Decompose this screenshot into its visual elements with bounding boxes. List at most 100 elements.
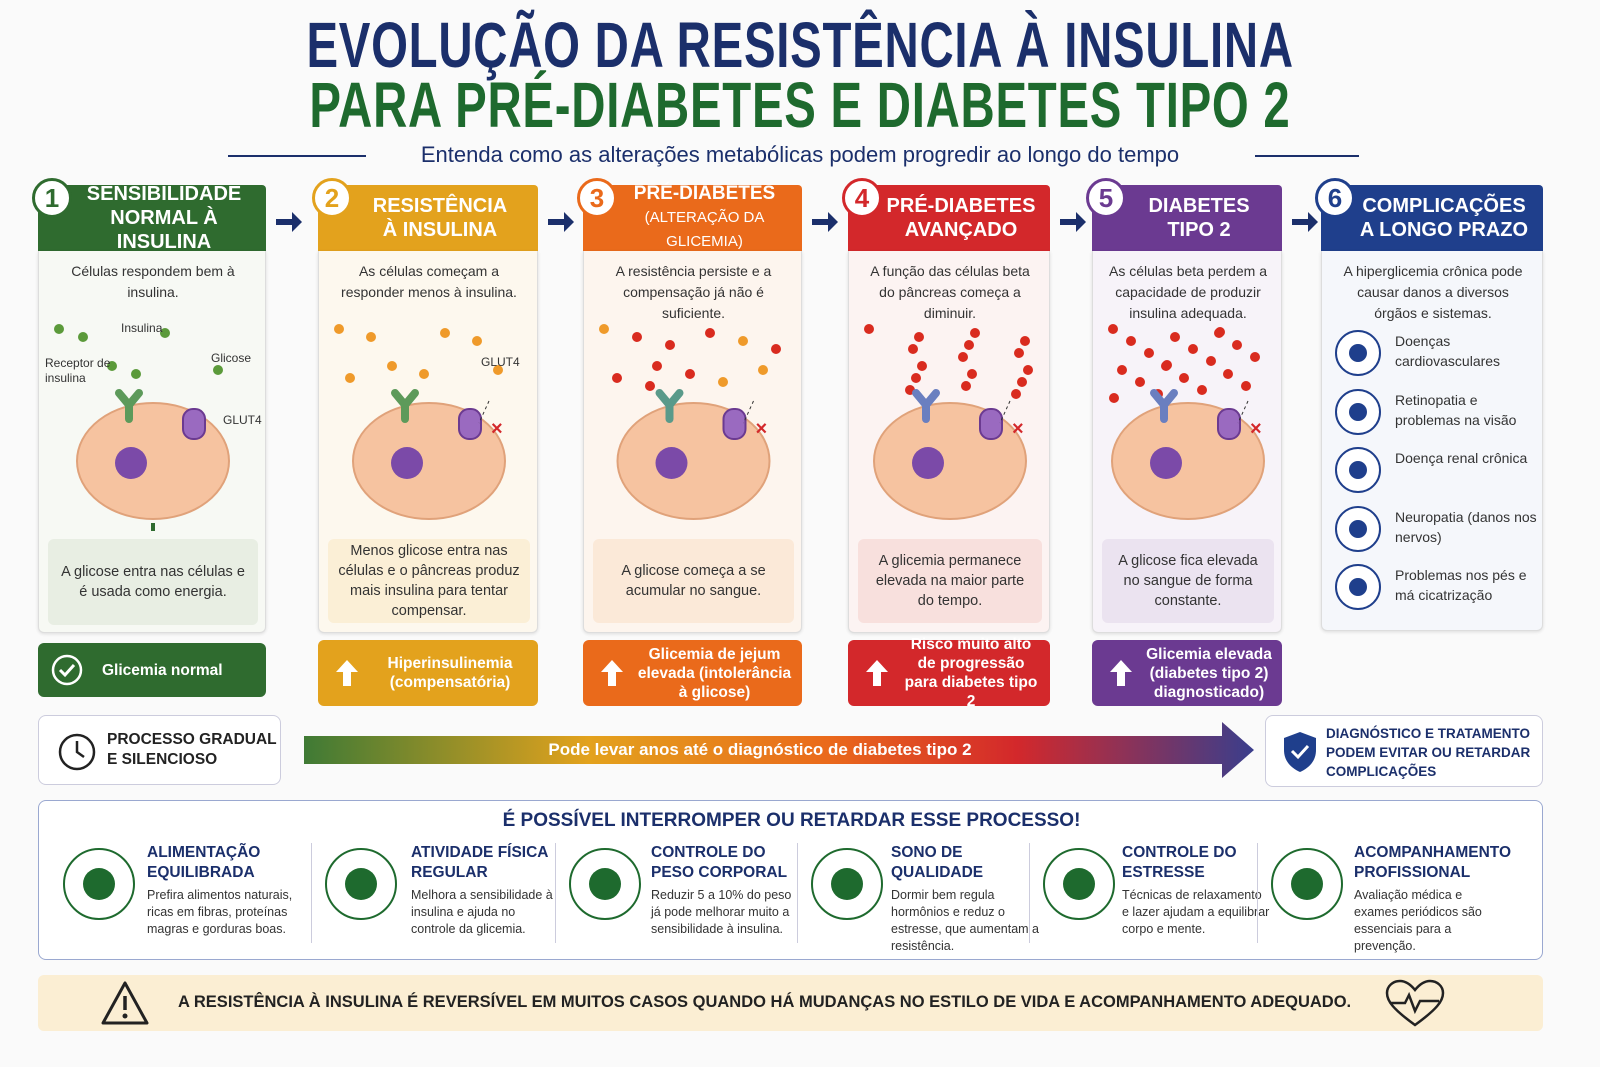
cell-label: Insulina (121, 321, 163, 335)
shield-icon (1284, 732, 1316, 772)
stage-title-line: PRÉ-DIABETES (633, 183, 776, 204)
subtitle: Entenda como as alterações metabólicas p… (420, 142, 1180, 167)
stage-title-line: COMPLICAÇÕES (1362, 195, 1526, 217)
badge-text: Glicemia normal (102, 661, 223, 679)
prevention-item-text: Dormir bem regula hormônios e reduz o es… (891, 888, 1039, 953)
divider (555, 843, 556, 943)
complication: Retinopatia e problemas na visão (1395, 391, 1517, 428)
stage-badge: Glicemia de jejum elevada (intolerância … (583, 640, 802, 706)
stage-title-line: TIPO 2 (1167, 219, 1231, 241)
stage-result: A glicose entra nas células e é usada co… (48, 539, 258, 625)
arrow (1060, 212, 1086, 232)
prevention-item-title: CONTROLE DO PESO CORPORAL (651, 844, 788, 881)
prevention-item-text: Reduzir 5 a 10% do peso já pode melhorar… (651, 888, 792, 936)
stage-result: A glicose fica elevada no sangue de form… (1102, 539, 1274, 623)
stage-description: A resistência persiste e a compensação j… (615, 263, 772, 321)
divider (1257, 843, 1258, 943)
prevention-item-title: SONO DE QUALIDADE (891, 844, 984, 881)
stage-number: 5 (1086, 178, 1126, 218)
stage-result: A glicemia permanece elevada na maior pa… (858, 539, 1042, 623)
footer-text: A RESISTÊNCIA À INSULINA É REVERSÍVEL EM… (178, 993, 1352, 1011)
arrow (1292, 212, 1318, 232)
complication: Problemas nos pés e má cicatrização (1395, 567, 1527, 603)
prevention-icon (1043, 848, 1115, 920)
title: EVOLUÇÃO DA RESISTÊNCIA À INSULINA (0, 8, 1600, 82)
prevention-item-title: CONTROLE DO ESTRESSE (1122, 844, 1237, 881)
up-arrow-icon (866, 660, 888, 686)
up-arrow-icon (336, 660, 358, 686)
svg-text:×: × (756, 418, 768, 440)
complication: Doença renal crônica (1395, 450, 1528, 466)
stage-badge: Hiperinsulinemia (compensatória) (318, 640, 538, 706)
timeline-right-text: DIAGNÓSTICO E TRATAMENTO PODEM EVITAR OU… (1326, 726, 1531, 779)
complication-icon (1335, 447, 1381, 493)
stage-result: Menos glicose entra nas células e o pânc… (328, 539, 530, 623)
complication: Doenças cardiovasculares (1395, 333, 1501, 369)
footer: A RESISTÊNCIA À INSULINA É REVERSÍVEL EM… (38, 975, 1543, 1031)
stage-description: As células começam a responder menos à i… (341, 263, 517, 300)
prevention-icon (325, 848, 397, 920)
stage-badge: Risco muito alto de progressão para diab… (848, 636, 1050, 710)
complication-icon (1335, 505, 1381, 552)
up-arrow-icon (601, 660, 623, 686)
prevention-icon (569, 848, 641, 920)
stage-title-line: DIABETES (1148, 195, 1250, 217)
prevention-icon (63, 848, 135, 920)
arrow (548, 212, 574, 232)
rule (1255, 155, 1359, 157)
stage-title-line: NORMAL À INSULINA (110, 207, 218, 253)
timeline-left: PROCESSO GRADUAL E SILENCIOSO (38, 715, 281, 785)
prevention-item-text: Avaliação médica e exames periódicos são… (1354, 888, 1482, 953)
stage-badge: Glicemia elevada (diabetes tipo 2) diagn… (1092, 640, 1282, 706)
cell-illustration (54, 324, 230, 531)
arrow (812, 212, 838, 232)
cell-label: Receptor de insulina (45, 356, 111, 385)
cell-label: GLUT4 (481, 355, 520, 369)
prevention-icon (1271, 848, 1343, 920)
clock-icon (58, 733, 96, 771)
divider (1029, 843, 1030, 943)
stage-title-line: AVANÇADO (904, 219, 1018, 241)
cell-illustration: × (334, 324, 506, 520)
stage-description: As células beta perdem a capacidade de p… (1109, 263, 1267, 321)
cell-illustration: × (1108, 324, 1265, 520)
timeline-right: DIAGNÓSTICO E TRATAMENTO PODEM EVITAR OU… (1265, 715, 1543, 787)
timeline-arrow-text: Pode levar anos até o diagnóstico de dia… (548, 740, 972, 759)
badge-text: Risco muito alto de progressão para diab… (904, 636, 1038, 710)
stage-card: A resistência persiste e a compensação j… (583, 251, 802, 633)
title: PARA PRÉ-DIABETES E DIABETES TIPO 2 (0, 68, 1600, 142)
badge-text: Glicemia de jejum elevada (intolerância … (637, 645, 792, 701)
title-line: EVOLUÇÃO DA RESISTÊNCIA À INSULINA (306, 9, 1294, 81)
progress-arrow (304, 722, 1254, 778)
prevention-item-text: Técnicas de relaxamento e lazer ajudam a… (1122, 888, 1270, 936)
cell-label: Glicose (211, 351, 252, 365)
stage-number: 4 (842, 178, 882, 218)
complication: Neuropatia (danos nos nervos) (1395, 508, 1537, 545)
stage-number: 6 (1315, 178, 1355, 218)
stage-description: A hiperglicemia crônica pode causar dano… (1343, 263, 1523, 321)
prevention-item-text: Prefira alimentos naturais, ricas em fib… (147, 888, 293, 936)
prevention-item-text: Melhora a sensibilidade à insulina e aju… (411, 888, 553, 936)
stage-number: 3 (577, 178, 617, 218)
stage-description: A função das células beta do pâncreas co… (870, 263, 1030, 321)
timeline-left-text: PROCESSO GRADUAL E SILENCIOSO (107, 731, 277, 768)
badge-text: Glicemia elevada (diabetes tipo 2) diagn… (1146, 645, 1272, 701)
cell-label: GLUT4 (223, 413, 262, 427)
stage-header: COMPLICAÇÕES A LONGO PRAZO (1321, 185, 1543, 251)
stage-description: Células respondem bem à insulina. (71, 263, 235, 300)
prevention-panel: É POSSÍVEL INTERROMPER OU RETARDAR ESSE … (38, 800, 1543, 960)
stage-result: A glicose começa a se acumular no sangue… (593, 539, 794, 623)
stage-header: RESISTÊNCIA À INSULINA (318, 185, 538, 251)
check-icon (51, 654, 83, 686)
stage-number: 1 (32, 178, 72, 218)
stage-card: Células respondem bem à insulina. Insulin… (38, 251, 266, 633)
prevention-title: É POSSÍVEL INTERROMPER OU RETARDAR ESSE … (502, 810, 1081, 831)
stage-card: As células começam a responder menos à i… (318, 251, 538, 633)
up-arrow-icon (1110, 660, 1132, 686)
stage-title-line: A LONGO PRAZO (1359, 219, 1529, 241)
stage-card: A hiperglicemia crônica pode causar dano… (1321, 251, 1543, 631)
complication-icon (1335, 330, 1381, 376)
arrow (276, 212, 302, 232)
svg-text:×: × (1250, 418, 1262, 440)
stage-title-line: RESISTÊNCIA (372, 195, 508, 217)
